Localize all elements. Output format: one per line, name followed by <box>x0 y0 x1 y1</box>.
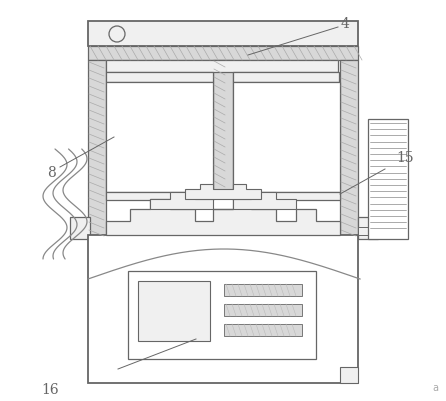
Polygon shape <box>150 192 296 209</box>
Text: 15: 15 <box>396 151 414 164</box>
Bar <box>224 284 302 296</box>
Bar <box>224 324 302 336</box>
Text: 16: 16 <box>41 382 59 396</box>
Bar <box>233 83 340 192</box>
Bar <box>340 61 358 235</box>
Bar <box>233 192 340 200</box>
Bar <box>106 73 213 83</box>
Bar <box>70 217 90 239</box>
Bar <box>358 217 378 239</box>
Bar <box>224 304 302 316</box>
Bar <box>88 61 106 235</box>
Text: 8: 8 <box>48 166 56 180</box>
Bar <box>106 83 213 192</box>
Bar <box>358 227 376 235</box>
Bar <box>233 73 339 83</box>
Bar <box>128 271 316 359</box>
Bar <box>340 367 358 383</box>
Text: a: a <box>432 382 438 392</box>
Polygon shape <box>185 184 261 200</box>
Text: 4: 4 <box>341 17 349 31</box>
Bar <box>213 61 233 190</box>
Bar <box>106 61 338 73</box>
Bar <box>88 22 358 47</box>
Bar <box>138 281 210 341</box>
Bar <box>368 120 408 239</box>
Bar <box>88 235 358 383</box>
Polygon shape <box>106 200 340 235</box>
Bar <box>106 192 213 200</box>
Bar <box>88 47 358 61</box>
